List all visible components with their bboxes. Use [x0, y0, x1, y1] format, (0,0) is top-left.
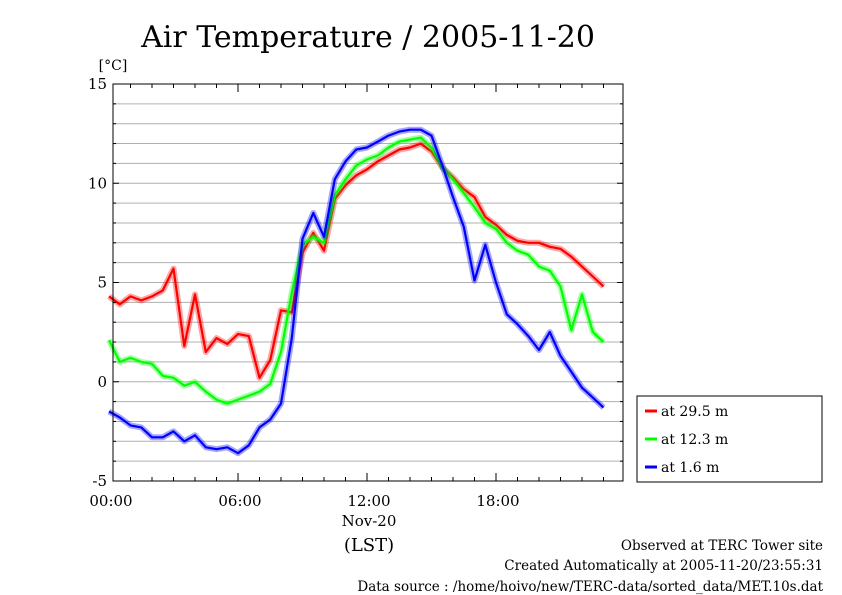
series-line-3: [108, 128, 605, 455]
x-tick-label: 00:00: [89, 492, 132, 510]
chart-title: Air Temperature / 2005-11-20: [140, 20, 595, 55]
legend-label-1: at 29.5 m: [661, 404, 728, 420]
x-tick-label: 06:00: [218, 492, 261, 510]
x-date-label: Nov-20: [342, 512, 397, 530]
y-tick-label: 10: [88, 174, 107, 192]
legend-box: [636, 395, 823, 483]
y-axis-unit: [°C]: [99, 58, 128, 74]
footer-source: Data source : /home/hoivo/new/TERC-data/…: [357, 579, 823, 595]
x-axis-label: (LST): [344, 535, 394, 556]
y-tick-label: 0: [97, 373, 107, 391]
series-layer: [106, 126, 606, 457]
y-tick-label: 15: [88, 75, 107, 93]
footer-created: Created Automatically at 2005-11-20/23:5…: [504, 558, 823, 574]
legend: at 29.5 m at 12.3 m at 1.6 m: [636, 395, 823, 483]
footer-site: Observed at TERC Tower site: [621, 538, 823, 554]
axes: 15 10 5 0 -5 00:00 06:00 12:00 18:00: [88, 75, 623, 510]
x-tick-label: 12:00: [347, 492, 390, 510]
y-tick-label: 5: [97, 274, 107, 292]
series-line-2: [108, 136, 605, 405]
y-tick-label: -5: [92, 472, 107, 490]
series-line-1: [108, 142, 605, 379]
grid-lines: [113, 103, 623, 462]
x-tick-label: 18:00: [476, 492, 519, 510]
legend-label-2: at 12.3 m: [661, 432, 728, 448]
legend-label-3: at 1.6 m: [661, 460, 719, 476]
